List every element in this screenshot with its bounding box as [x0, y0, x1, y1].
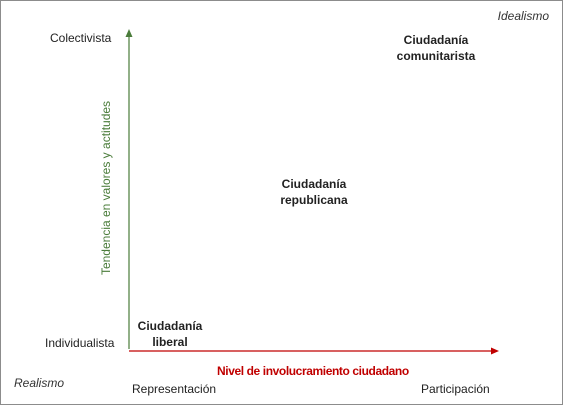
comunitarista-line2: comunitarista — [396, 49, 476, 63]
comunitarista-line1: Ciudadanía — [403, 33, 469, 47]
idealismo-label: Idealismo — [497, 9, 549, 23]
ciudadania-liberal: Ciudadanía liberal — [120, 319, 220, 349]
realismo-label: Realismo — [14, 376, 65, 390]
x-axis-left-label: Representación — [132, 382, 217, 396]
y-axis-title-text: Tendencia en valores y actitudes — [99, 100, 113, 276]
y-axis-top-label: Colectivista — [50, 31, 112, 45]
republicana-line1: Ciudadanía — [281, 177, 347, 191]
y-axis-arrowhead — [125, 29, 133, 37]
ciudadania-comunitarista: Ciudadanía comunitarista — [386, 33, 486, 63]
ciudadania-republicana: Ciudadanía republicana — [264, 177, 364, 207]
y-axis-bottom-label: Individualista — [45, 336, 115, 350]
republicana-line2: republicana — [280, 193, 348, 207]
liberal-line1: Ciudadanía — [137, 319, 203, 333]
x-axis-arrowhead — [491, 347, 499, 355]
liberal-line2: liberal — [152, 335, 188, 349]
x-axis-right-label: Participación — [421, 382, 490, 396]
x-axis-title: Nivel de involucramiento ciudadano — [217, 364, 409, 378]
